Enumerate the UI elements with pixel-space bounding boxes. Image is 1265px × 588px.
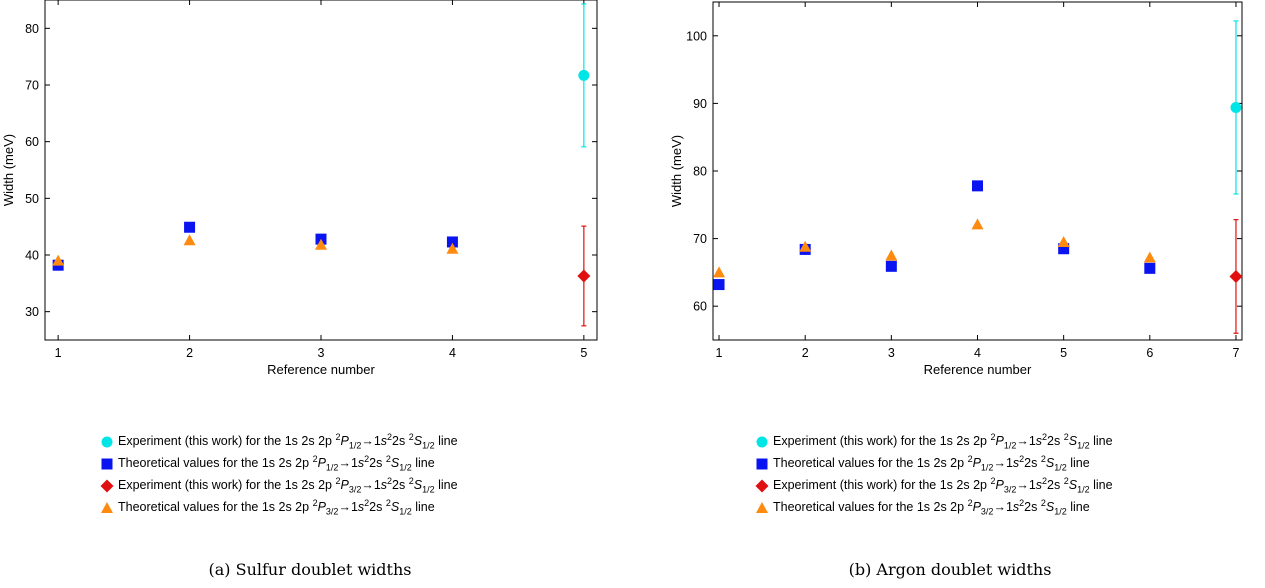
data-point-square <box>1144 262 1156 274</box>
legend-label: Experiment (this work) for the 1s 2s 2p … <box>118 475 458 495</box>
legend-entry: Experiment (this work) for the 1s 2s 2p … <box>755 430 1113 452</box>
x-tick-label: 5 <box>580 346 587 360</box>
x-tick-label: 1 <box>55 346 62 360</box>
y-tick-label: 80 <box>693 165 707 179</box>
data-point-circle <box>578 69 590 81</box>
legend-marker-diamond <box>755 474 773 496</box>
legend-marker-shape <box>756 458 768 470</box>
legend-label: Theoretical values for the 1s 2s 2p 2P1/… <box>773 453 1090 473</box>
chart-panel-argon: 1 2 3 4 5 6 7 60 70 80 90 100 Reference number Width … <box>640 0 1260 588</box>
x-tick-label: 2 <box>186 346 193 360</box>
data-point-square <box>972 180 983 192</box>
legend-marker-shape <box>101 436 113 448</box>
legend-marker-circle <box>100 430 118 452</box>
legend-label: Experiment (this work) for the 1s 2s 2p … <box>773 475 1113 495</box>
x-tick-label: 4 <box>974 346 981 360</box>
data-point-diamond <box>577 269 591 283</box>
legend-marker-shape <box>101 458 113 470</box>
y-tick-label: 50 <box>25 192 39 206</box>
x-tick-label: 7 <box>1232 346 1239 360</box>
legend-marker-triangle <box>100 496 118 518</box>
legend-entry: Theoretical values for the 1s 2s 2p 2P3/… <box>755 496 1113 518</box>
legend-marker-triangle <box>755 496 773 518</box>
y-tick-label: 60 <box>25 135 39 149</box>
legend-entry: Experiment (this work) for the 1s 2s 2p … <box>100 430 458 452</box>
y-tick-label: 40 <box>25 249 39 263</box>
plot-frame <box>712 1 1243 341</box>
legend-entry: Theoretical values for the 1s 2s 2p 2P1/… <box>100 452 458 474</box>
legend-label: Experiment (this work) for the 1s 2s 2p … <box>773 431 1113 451</box>
x-tick-label: 1 <box>716 346 723 360</box>
legend-sulfur: Experiment (this work) for the 1s 2s 2p … <box>100 430 458 518</box>
data-point-diamond <box>1229 269 1243 283</box>
y-tick-label: 90 <box>693 97 707 111</box>
data-point-circle <box>1230 101 1242 113</box>
legend-marker-square <box>100 452 118 474</box>
x-tick-label: 3 <box>888 346 895 360</box>
data-point-triangle <box>1143 251 1156 263</box>
plot-frame <box>44 0 598 341</box>
legend-label: Theoretical values for the 1s 2s 2p 2P3/… <box>773 497 1090 517</box>
legend-marker-circle <box>755 430 773 452</box>
data-point-triangle <box>1057 235 1070 247</box>
y-tick-label: 30 <box>25 305 39 319</box>
data-point-triangle <box>713 266 726 278</box>
y-axis-label: Width (meV) <box>1 134 16 206</box>
x-tick-label: 5 <box>1060 346 1067 360</box>
legend-marker-shape <box>755 479 769 493</box>
legend-entry: Theoretical values for the 1s 2s 2p 2P1/… <box>755 452 1113 474</box>
data-point-triangle <box>52 254 65 266</box>
x-tick-label: 6 <box>1146 346 1153 360</box>
y-axis-label: Width (meV) <box>669 135 684 207</box>
y-tick-label: 70 <box>693 232 707 246</box>
caption-sulfur: (a) Sulfur doublet widths <box>208 560 412 579</box>
y-tick-label: 100 <box>686 29 707 43</box>
legend-entry: Experiment (this work) for the 1s 2s 2p … <box>755 474 1113 496</box>
legend-entry: Theoretical values for the 1s 2s 2p 2P3/… <box>100 496 458 518</box>
legend-label: Theoretical values for the 1s 2s 2p 2P1/… <box>118 453 435 473</box>
legend-entry: Experiment (this work) for the 1s 2s 2p … <box>100 474 458 496</box>
x-tick-label: 3 <box>318 346 325 360</box>
legend-marker-shape <box>101 502 113 513</box>
y-tick-label: 80 <box>25 22 39 36</box>
x-tick-label: 2 <box>802 346 809 360</box>
legend-marker-shape <box>756 502 768 513</box>
data-point-triangle <box>885 249 898 261</box>
legend-marker-diamond <box>100 474 118 496</box>
legend-label: Experiment (this work) for the 1s 2s 2p … <box>118 431 458 451</box>
legend-marker-shape <box>100 479 114 493</box>
x-tick-label: 4 <box>449 346 456 360</box>
legend-marker-square <box>755 452 773 474</box>
caption-argon: (b) Argon doublet widths <box>848 560 1052 579</box>
data-point-square <box>885 260 897 272</box>
data-point-triangle <box>315 238 327 250</box>
y-tick-label: 60 <box>693 300 707 314</box>
legend-argon: Experiment (this work) for the 1s 2s 2p … <box>755 430 1113 518</box>
data-point-square <box>713 279 725 291</box>
chart-sulfur: 1 2 3 4 5 30 40 50 60 70 80 Reference number Width (… <box>1 0 598 377</box>
data-point-triangle <box>971 218 984 230</box>
data-point-triangle <box>183 234 196 246</box>
data-point-square <box>184 221 196 233</box>
legend-marker-shape <box>756 436 768 448</box>
y-tick-label: 70 <box>25 79 39 93</box>
legend-label: Theoretical values for the 1s 2s 2p 2P3/… <box>118 497 435 517</box>
chart-argon: 1 2 3 4 5 6 7 60 70 80 90 100 Reference number Width … <box>669 1 1243 377</box>
data-point-triangle <box>799 240 812 252</box>
data-point-triangle <box>446 242 459 254</box>
chart-panel-sulfur: 1 2 3 4 5 30 40 50 60 70 80 Reference number Width (… <box>0 0 620 588</box>
data-point-square <box>1058 243 1070 255</box>
x-axis-label: Reference number <box>267 362 375 377</box>
x-axis-label: Reference number <box>924 362 1032 377</box>
data-point-square <box>446 236 458 248</box>
